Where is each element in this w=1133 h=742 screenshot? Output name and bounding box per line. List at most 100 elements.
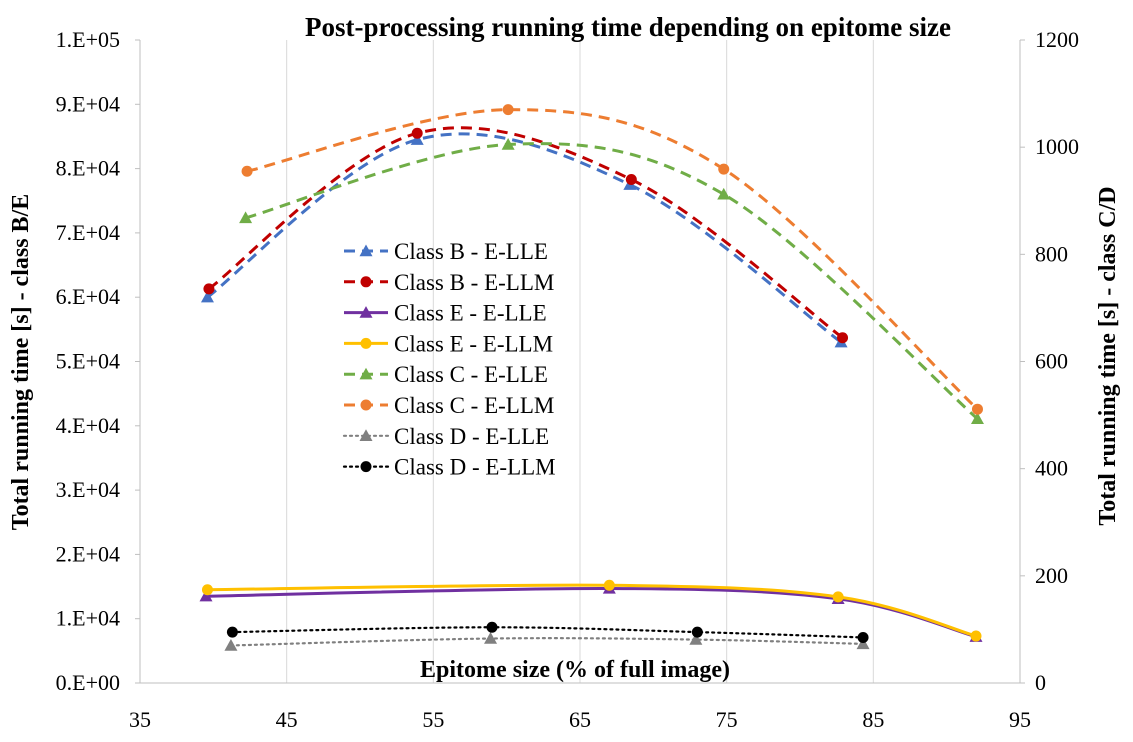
y-left-tick-label: 2.E+04 (56, 541, 120, 566)
series-line (231, 626, 865, 639)
data-point (239, 211, 253, 224)
legend-label: Class B - E-LLM (394, 270, 554, 295)
data-point (971, 403, 983, 415)
data-point (856, 637, 870, 650)
data-point (411, 127, 423, 139)
legend-label: Class C - E-LLM (394, 393, 554, 418)
data-point (501, 137, 515, 150)
series-1 (203, 126, 849, 344)
data-point (691, 626, 703, 638)
series-3 (201, 579, 982, 642)
legend-label: Class B - E-LLE (394, 239, 548, 264)
y-left-tick-label: 3.E+04 (56, 477, 120, 502)
series-7 (226, 621, 869, 643)
data-point (200, 290, 214, 303)
y-right-tick-label: 200 (1035, 563, 1068, 588)
chart-title: Post-processing running time depending o… (305, 12, 951, 42)
axes (135, 39, 1025, 684)
y-left-tick-label: 4.E+04 (56, 413, 120, 438)
y-left-tick-label: 1.E+04 (56, 606, 120, 631)
legend-item: Class D - E-LLE (342, 424, 549, 449)
x-tick-labels: 35 45 55 65 75 85 95 (129, 707, 1031, 732)
y-left-tick-label: 5.E+04 (56, 349, 120, 374)
legend-marker (360, 461, 372, 473)
y-left-tick-label: 1.E+05 (56, 27, 120, 52)
y-right-tick-label: 400 (1035, 456, 1068, 481)
data-point (689, 633, 703, 645)
y-right-tick-label: 1000 (1035, 134, 1079, 159)
data-point (603, 579, 615, 591)
series-line (206, 132, 842, 344)
data-point (486, 621, 498, 633)
legend-item: Class B - E-LLE (344, 239, 548, 264)
x-tick-label: 35 (129, 707, 151, 732)
y-right-tick-label: 0 (1035, 670, 1046, 695)
legend-marker (359, 429, 373, 441)
data-point (857, 631, 869, 643)
x-tick-label: 95 (1009, 707, 1031, 732)
legend-marker (360, 276, 372, 288)
y-left-tick-label: 0.E+00 (56, 670, 120, 695)
y-right-axis-title: Total running time [s] - class C/D (1095, 186, 1121, 525)
y-left-tick-label: 8.E+04 (56, 156, 120, 181)
data-point (832, 591, 844, 603)
series-4 (239, 137, 984, 425)
y-left-axis-title: Total running time [s] - class B/E (8, 194, 34, 530)
series-line (229, 637, 865, 647)
data-point (970, 412, 984, 425)
legend-label: Class E - E-LLE (394, 301, 547, 326)
y-left-tick-labels: 0.E+00 1.E+04 2.E+04 3.E+04 4.E+04 5.E+04 6.E+… (56, 27, 120, 695)
legend-item: Class E - E-LLE (344, 301, 547, 326)
legend-item: Class C - E-LLE (344, 362, 548, 387)
series-line (245, 142, 979, 420)
y-left-tick-label: 6.E+04 (56, 284, 120, 309)
data-point (224, 638, 238, 651)
legend-marker (360, 399, 372, 411)
data-point (837, 332, 849, 344)
data-point (226, 626, 238, 638)
x-tick-label: 55 (422, 707, 444, 732)
legend-item: Class E - E-LLM (344, 331, 553, 356)
y-right-tick-label: 800 (1035, 241, 1068, 266)
series-line (208, 126, 844, 339)
series-line (207, 583, 977, 638)
series-5 (241, 104, 983, 415)
legend-marker (360, 337, 372, 349)
x-axis-title: Epitome size (% of full image) (420, 657, 730, 683)
legend-label: Class E - E-LLM (394, 331, 553, 356)
data-point (718, 163, 730, 175)
data-point (199, 589, 213, 602)
x-tick-label: 85 (862, 707, 884, 732)
data-point (201, 584, 213, 596)
data-point (410, 133, 424, 145)
legend-marker (359, 244, 373, 257)
series-layer (199, 104, 984, 651)
data-point (241, 165, 253, 177)
legend-marker (359, 367, 373, 380)
series-6 (224, 632, 870, 651)
legend-item: Class B - E-LLM (344, 270, 554, 295)
data-point (502, 104, 514, 116)
data-point (625, 174, 637, 186)
legend-label: Class D - E-LLE (394, 424, 549, 449)
legend: Class B - E-LLE Class B - E-LLM Class E - … (342, 239, 556, 480)
y-left-tick-label: 9.E+04 (56, 91, 120, 116)
x-tick-label: 75 (716, 707, 738, 732)
data-point (484, 632, 498, 644)
x-tick-label: 65 (569, 707, 591, 732)
y-right-tick-labels: 0 200 400 600 800 1000 1200 (1035, 27, 1079, 695)
legend-label: Class C - E-LLE (394, 362, 548, 387)
x-tick-label: 45 (276, 707, 298, 732)
y-right-tick-label: 600 (1035, 349, 1068, 374)
legend-marker (359, 306, 373, 318)
data-point (717, 187, 731, 200)
legend-label: Class D - E-LLM (394, 455, 556, 480)
data-point (203, 283, 215, 295)
legend-item: Class C - E-LLM (344, 393, 554, 418)
gridlines (286, 40, 874, 683)
data-point (970, 630, 982, 642)
y-left-tick-label: 7.E+04 (56, 220, 120, 245)
y-right-tick-label: 1200 (1035, 27, 1079, 52)
